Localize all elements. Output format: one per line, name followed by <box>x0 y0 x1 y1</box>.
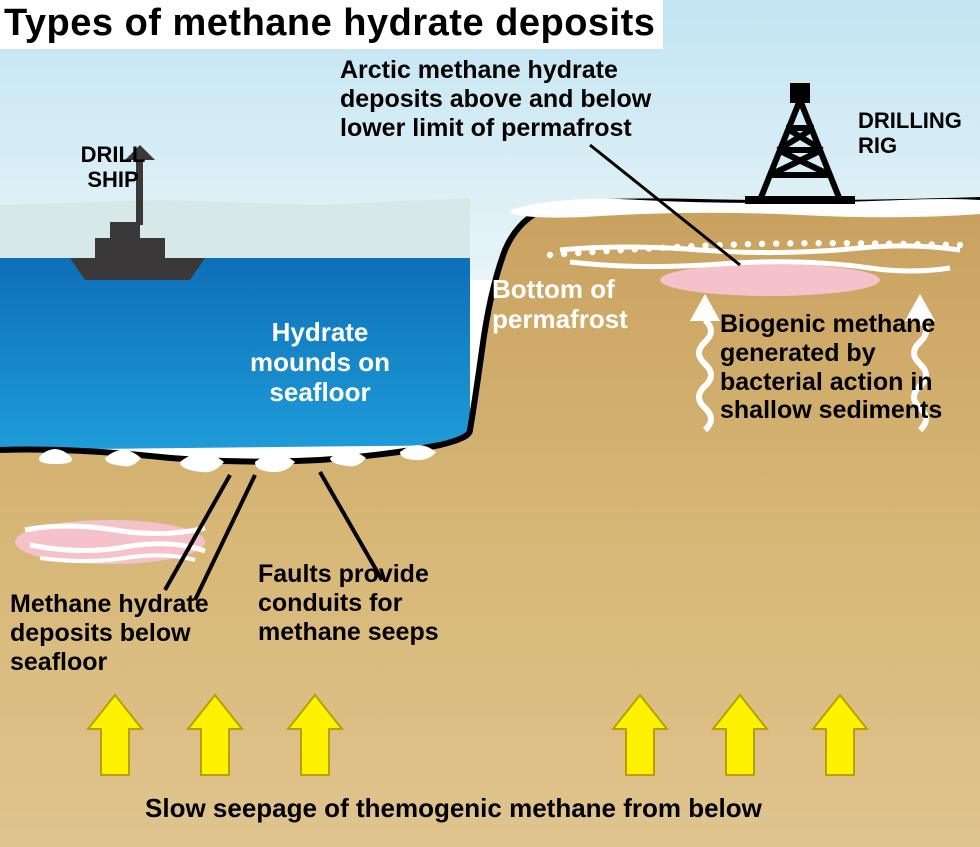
hydrate-below-seafloor <box>15 520 205 564</box>
seepage-caption: Slow seepage of themogenic methane from … <box>145 793 762 824</box>
rig-label: DRILLINGRIG <box>858 108 968 159</box>
methane-hydrate-diagram: Types of methane hydrate deposits <box>0 0 980 847</box>
ridge-shape <box>0 198 470 260</box>
below-seafloor-label: Methane hydrate deposits below seafloor <box>10 590 230 676</box>
drillship-label: DRILLSHIP <box>78 142 148 193</box>
bottom-permafrost-label: Bottom of permafrost <box>492 275 672 335</box>
faults-label: Faults provide conduits for methane seep… <box>258 560 458 646</box>
arctic-label: Arctic methane hydrate deposits above an… <box>340 56 660 142</box>
biogenic-label: Biogenic methane generated by bacterial … <box>720 310 965 425</box>
mounds-label: Hydrate mounds on seafloor <box>220 318 420 408</box>
page-title: Types of methane hydrate deposits <box>0 0 663 49</box>
